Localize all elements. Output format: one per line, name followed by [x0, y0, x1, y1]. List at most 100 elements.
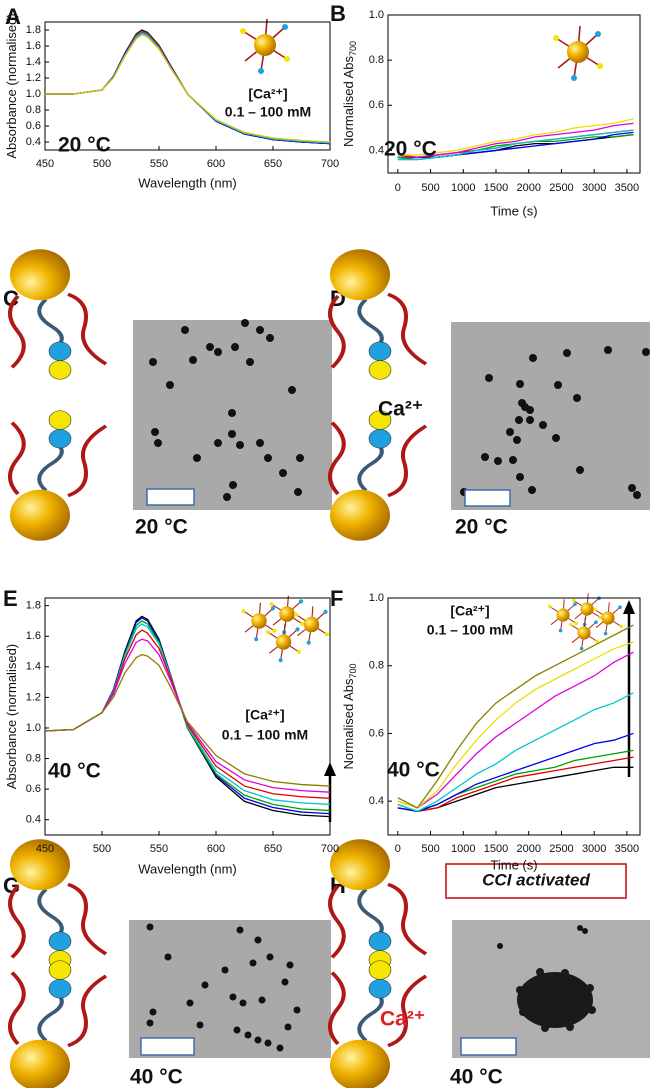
- annotation: [Ca²⁺]: [245, 707, 284, 723]
- y-axis-label-text: Absorbance (normalised): [4, 13, 19, 158]
- ion-label: Ca²⁺: [378, 398, 423, 421]
- schematic-unit: [328, 408, 428, 543]
- x-tick-label: 500: [421, 843, 439, 855]
- annotation: [Ca²⁺]: [248, 86, 287, 102]
- scale-bar: [464, 489, 511, 507]
- schematic-unit: [8, 408, 108, 543]
- y-tick-label: 1.4: [26, 56, 41, 68]
- y-axis-label-subscript: 700: [348, 663, 358, 678]
- annotation: 40 °C: [48, 760, 101, 783]
- panel-label: F: [330, 586, 343, 611]
- y-axis-label: Normalised Abs700: [341, 663, 358, 769]
- annotation: 0.1 – 100 mM: [427, 622, 513, 638]
- plot-frame: [387, 14, 641, 174]
- data-line: [397, 624, 634, 809]
- x-tick-label: 500: [93, 158, 111, 170]
- annotation: 20 °C: [384, 138, 437, 161]
- x-tick-label: 0: [395, 182, 401, 194]
- x-tick-label: 700: [321, 843, 339, 855]
- y-tick-label: 0.6: [369, 99, 384, 111]
- temperature-label: 20 °C: [135, 516, 188, 539]
- x-axis-label: Time (s): [490, 857, 537, 872]
- x-tick-label: 600: [207, 158, 225, 170]
- data-line: [397, 732, 634, 812]
- y-tick-label: 1.0: [369, 9, 384, 21]
- x-tick-label: 500: [93, 843, 111, 855]
- y-axis-label: Normalised Abs700: [341, 41, 358, 147]
- note: CCI activated: [482, 870, 590, 889]
- plot-frame: [387, 597, 641, 836]
- nanoparticles: [460, 346, 650, 499]
- y-tick-label: 1.2: [26, 691, 41, 703]
- y-tick-label: 1.8: [26, 600, 41, 612]
- x-tick-label: 2000: [516, 843, 540, 855]
- x-tick-label: 2500: [549, 843, 573, 855]
- data-line: [397, 122, 634, 158]
- scale-bar: [460, 1037, 517, 1056]
- data-line: [44, 638, 331, 793]
- schematic-unit: [328, 247, 428, 382]
- x-tick-label: 600: [207, 843, 225, 855]
- y-axis-label-text: Normalised Abs: [341, 678, 356, 770]
- nanoparticle-cluster: [547, 592, 624, 651]
- x-tick-label: 450: [36, 843, 54, 855]
- data-line: [397, 129, 634, 161]
- data-line: [397, 692, 634, 813]
- x-tick-label: 500: [421, 182, 439, 194]
- x-tick-label: 2000: [516, 182, 540, 194]
- data-line: [397, 756, 634, 812]
- note-box: [445, 863, 627, 899]
- nanoparticle-aggregate: [517, 972, 593, 1028]
- panel-label: E: [3, 586, 18, 611]
- annotation: 20 °C: [58, 134, 111, 157]
- panel-label: B: [330, 1, 346, 26]
- nanoparticle-icon: [552, 25, 604, 82]
- y-tick-label: 0.8: [369, 660, 384, 672]
- nanoparticles: [497, 925, 588, 949]
- y-tick-label: 0.8: [26, 752, 41, 764]
- x-tick-label: 550: [150, 843, 168, 855]
- x-axis-label: Wavelength (nm): [138, 861, 237, 876]
- nanoparticle-aggregate-edge: [516, 968, 596, 1032]
- y-axis-label: Absorbance (normalised): [4, 13, 19, 158]
- scale-bar: [146, 488, 195, 506]
- y-axis-label-subscript: 700: [348, 41, 358, 56]
- annotation: [Ca²⁺]: [450, 603, 489, 619]
- data-line: [397, 118, 634, 156]
- x-tick-label: 2500: [549, 182, 573, 194]
- x-tick-label: 0: [395, 843, 401, 855]
- panel-label: C: [3, 286, 19, 311]
- y-tick-label: 1.0: [26, 88, 41, 100]
- x-tick-label: 550: [150, 158, 168, 170]
- y-tick-label: 0.6: [26, 783, 41, 795]
- y-axis-label-text: Absorbance (normalised): [4, 644, 19, 789]
- plot-frame: [44, 597, 331, 836]
- y-tick-label: 0.6: [369, 727, 384, 739]
- y-tick-label: 0.4: [369, 144, 384, 156]
- trend-arrow-head: [623, 600, 635, 614]
- nanoparticles: [146, 923, 301, 1052]
- temperature-label: 20 °C: [455, 516, 508, 539]
- nanoparticle-icon: [239, 18, 291, 75]
- x-tick-label: 1500: [484, 182, 508, 194]
- x-tick-label: 450: [36, 158, 54, 170]
- scale-bar: [140, 1037, 195, 1056]
- data-line: [44, 653, 331, 787]
- x-tick-label: 3500: [615, 182, 639, 194]
- y-tick-label: 1.0: [26, 722, 41, 734]
- data-line: [397, 641, 634, 809]
- y-tick-label: 1.8: [26, 24, 41, 36]
- y-tick-label: 1.2: [26, 72, 41, 84]
- x-tick-label: 1000: [451, 182, 475, 194]
- y-tick-label: 1.0: [369, 592, 384, 604]
- x-tick-label: 700: [321, 158, 339, 170]
- y-tick-label: 0.8: [26, 104, 41, 116]
- x-tick-label: 3000: [582, 182, 606, 194]
- schematic-unit: [8, 837, 108, 972]
- schematic-unit: [328, 837, 428, 972]
- plot-frame: [44, 21, 331, 151]
- y-axis-label-text: Normalised Abs: [341, 56, 356, 148]
